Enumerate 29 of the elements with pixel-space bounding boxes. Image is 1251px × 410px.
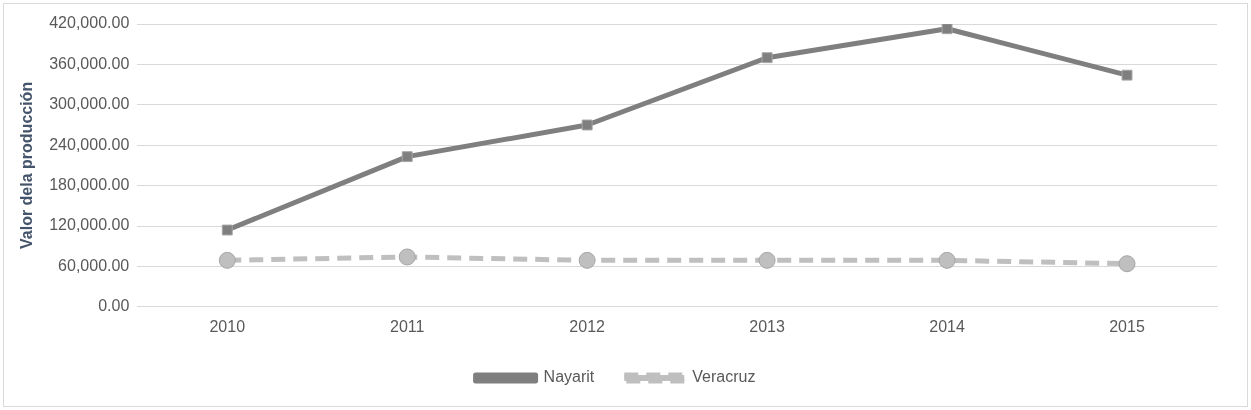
y-tick-label: 300,000.00 <box>49 95 130 113</box>
y-tick-label: 360,000.00 <box>49 54 130 72</box>
point <box>938 251 956 269</box>
point <box>758 251 776 269</box>
x-tick-label: 2010 <box>209 317 246 335</box>
point <box>1118 255 1136 273</box>
point <box>1121 69 1133 81</box>
point <box>581 119 593 131</box>
x-tick-label: 2014 <box>929 317 965 335</box>
x-tick-label: 2011 <box>390 317 425 335</box>
legend-label: Veracruz <box>692 368 756 386</box>
point <box>401 151 413 163</box>
y-tick-label: 120,000.00 <box>49 216 130 234</box>
y-axis-title: Valor dela producción <box>18 81 36 249</box>
point <box>761 52 773 64</box>
y-tick-label: 420,000.00 <box>49 14 130 32</box>
point <box>578 251 596 269</box>
x-tick-label: 2012 <box>569 317 606 335</box>
y-tick-label: 180,000.00 <box>49 176 130 194</box>
y-tick-label: 0.00 <box>98 297 130 315</box>
point <box>221 224 233 236</box>
point <box>218 251 236 269</box>
x-tick-label: 2013 <box>749 317 786 335</box>
point <box>941 24 953 35</box>
y-tick-label: 240,000.00 <box>49 135 130 153</box>
x-tick-label: 2015 <box>1109 317 1145 335</box>
y-tick-label: 60,000.00 <box>58 256 130 274</box>
point <box>398 248 416 266</box>
legend-label: Nayarit <box>543 368 595 386</box>
